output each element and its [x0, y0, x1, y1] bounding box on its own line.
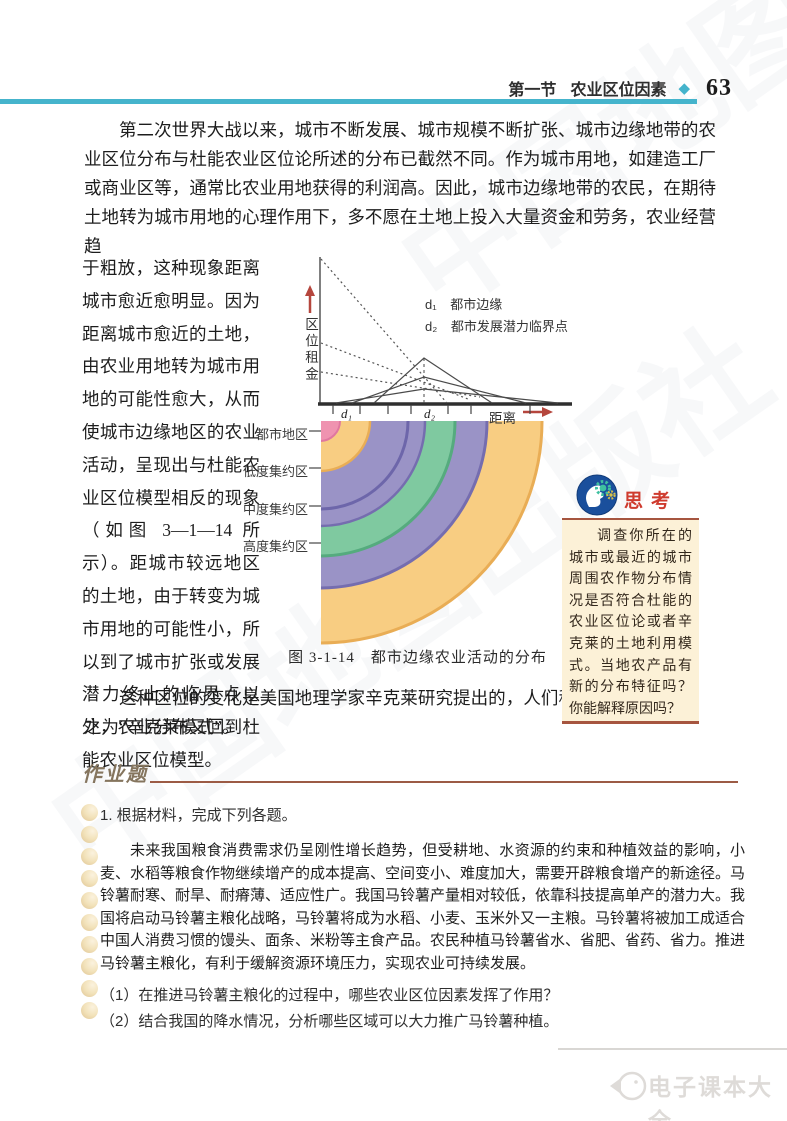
think-box: 思考 调查你所在的城市或最近的城市周围农作物分布情况是否符合杜能的农业区位论或者…: [562, 468, 699, 724]
fish-logo-icon: [610, 1071, 647, 1101]
dotted-rent-lines: [320, 258, 481, 404]
figure-caption: 图 3-1-14 都市边缘农业活动的分布: [288, 650, 547, 666]
bead-bullet-icon: [81, 848, 98, 865]
page-number: 63: [706, 74, 732, 101]
homework-material-text: 未来我国粮食消费需求仍呈刚性增长趋势，但受耕地、水资源的约束和种植效益的影响，小…: [100, 843, 746, 972]
zone-label-high-intensity: 高度集约区: [242, 539, 308, 554]
legend-entry-d1: d₁ 都市边缘: [425, 297, 503, 312]
land-use-rings: [321, 421, 544, 645]
header-rule: [0, 99, 697, 104]
bead-bullet-icon: [81, 892, 98, 909]
y-axis-label: 区位租金: [303, 317, 318, 383]
page-header: 第一节 农业区位因素 ◆ 63: [380, 74, 732, 101]
x-tick-label-d2: d₂: [424, 406, 436, 421]
bead-bullet-icon: [81, 870, 98, 887]
think-box-body: 调查你所在的城市或最近的城市周围农作物分布情况是否符合杜能的农业区位论或者辛克莱…: [562, 518, 699, 724]
zone-label-low-intensity: 低度集约区: [242, 464, 308, 479]
figure-3-1-14-diagram: [305, 257, 572, 645]
x-tick-label-d1: d₁: [341, 406, 353, 421]
footer-divider: [558, 1048, 787, 1050]
homework-question1-heading: 1. 根据材料，完成下列各题。: [100, 807, 297, 824]
x-axis-ticks: [332, 405, 531, 414]
zone-label-mid-intensity: 中度集约区: [242, 502, 308, 517]
bead-bullet-icon: [81, 1002, 98, 1019]
body-paragraph-3: 这种区位的变化是美国地理学家辛克莱研究提出的，人们称之为“辛克莱模式”。: [84, 688, 576, 737]
y-axis-arrow-icon: [305, 285, 315, 313]
section-title: 农业区位因素: [570, 82, 667, 99]
x-axis-arrow-icon: [523, 407, 553, 417]
bead-bullet-icon: [81, 804, 98, 821]
homework-title-rule: [150, 781, 738, 783]
think-box-text: 调查你所在的城市或最近的城市周围农作物分布情况是否符合杜能的农业区位论或者辛克莱…: [569, 529, 692, 717]
bead-bullet-icon: [81, 936, 98, 953]
zone-leader-lines: [309, 430, 321, 544]
think-head-gears-icon: [576, 474, 618, 516]
homework-subquestion-2: （2）结合我国的降水情况，分析哪些区域可以大力推广马铃薯种植。: [100, 1013, 559, 1030]
homework-subquestion-1: （1）在推进马铃薯主粮化的过程中，哪些农业区位因素发挥了作用？: [100, 987, 559, 1004]
solid-rent-curves: [335, 357, 559, 404]
zone-label-urban: 都市地区: [255, 427, 308, 442]
homework-section-title: 作业题: [82, 764, 148, 786]
body-paragraph-1: 第二次世界大战以来，城市不断发展、城市规模不断扩张、城市边缘地带的农业区位分布与…: [84, 120, 716, 256]
diamond-icon: ◆: [678, 80, 690, 97]
rent-distance-chart: [305, 257, 572, 417]
section-number: 第一节: [508, 82, 557, 99]
bead-bullet-icon: [81, 826, 98, 843]
bead-bullet-icon: [81, 958, 98, 975]
legend-entry-d2: d₂ 都市发展潜力临界点: [425, 319, 568, 334]
bead-bullet-icon: [81, 914, 98, 931]
ring-urban-core: [321, 421, 341, 442]
body-paragraph-2: 于粗放，这种现象距离城市愈近愈明显。因为距离城市愈近的土地，由农业用地转为城市用…: [82, 258, 260, 770]
think-box-title: 思考: [624, 491, 679, 512]
bead-bullet-icon: [81, 980, 98, 997]
x-axis-label: 距离: [489, 411, 516, 426]
brand-watermark: 电子课本大全: [648, 1074, 773, 1121]
